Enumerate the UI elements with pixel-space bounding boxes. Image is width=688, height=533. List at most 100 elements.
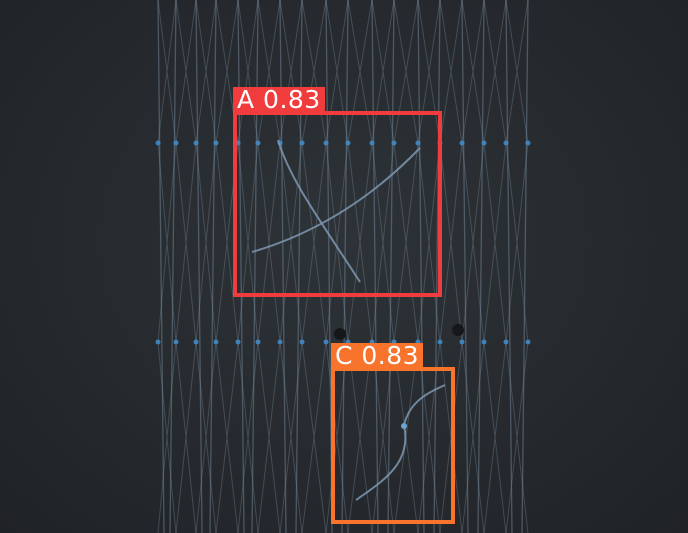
node-dot: [213, 140, 219, 146]
crossing-line: [237, 142, 259, 343]
filament-line: [169, 0, 177, 533]
filament-line: [387, 0, 395, 533]
node-dot: [415, 140, 421, 146]
defect-strands: [251, 139, 464, 501]
defect-strand-a2: [251, 147, 421, 253]
crossing-line: [325, 341, 349, 533]
filament-line: [417, 0, 425, 533]
crossing-line: [325, 142, 349, 343]
crossing-line: [237, 0, 259, 144]
node-dot: [173, 339, 179, 345]
crossing-line: [347, 341, 373, 533]
node-dot: [255, 339, 261, 345]
crossing-line: [195, 0, 217, 144]
node-dot: [213, 339, 219, 345]
node-dot: [299, 140, 305, 146]
node-dot: [299, 339, 305, 345]
dark-spot: [334, 328, 346, 340]
node-dot: [345, 140, 351, 146]
filament-line: [461, 0, 469, 533]
node-dot: [173, 140, 179, 146]
crossing-line: [301, 341, 327, 533]
node-dot: [155, 339, 161, 345]
detection-label-a: A 0.83: [233, 87, 325, 113]
node-dot: [323, 339, 329, 345]
filament-line: [521, 0, 529, 533]
defect-strand-a1: [277, 139, 361, 283]
crossing-line: [325, 0, 349, 144]
crossing-line: [393, 0, 419, 144]
node-dot: [193, 339, 199, 345]
node-dot: [503, 339, 509, 345]
crossing-line: [417, 142, 441, 343]
filament-line: [157, 0, 165, 533]
node-dot: [481, 140, 487, 146]
filament-line: [341, 0, 349, 533]
node-dot: [369, 140, 375, 146]
node-dot: [459, 339, 465, 345]
crossing-filaments: [157, 0, 529, 533]
crossing-line: [347, 142, 373, 343]
crossing-line: [301, 0, 327, 144]
crossing-line: [175, 341, 197, 533]
node-dot: [193, 140, 199, 146]
node-dot: [277, 339, 283, 345]
crossing-line: [417, 0, 441, 144]
filament-line: [209, 0, 217, 533]
crossing-line: [439, 142, 463, 343]
filament-line: [477, 0, 485, 533]
crossing-line: [483, 0, 507, 144]
crossing-line: [483, 142, 507, 343]
crossing-line: [505, 142, 529, 343]
crossing-line: [417, 341, 441, 533]
defect-node-c: [401, 423, 407, 429]
crossing-line: [301, 142, 327, 343]
crossing-line: [279, 0, 303, 144]
detection-label-c: C 0.83: [331, 343, 424, 369]
node-dot: [503, 140, 509, 146]
crossing-line: [505, 341, 529, 533]
filament-line: [505, 0, 513, 533]
node-dot: [235, 339, 241, 345]
crossing-line: [215, 341, 239, 533]
crossing-line: [483, 341, 507, 533]
defect-strand-c1: [355, 384, 446, 501]
node-dot: [391, 140, 397, 146]
crossing-line: [175, 0, 197, 144]
detection-box-c: [331, 367, 455, 524]
node-dot: [255, 140, 261, 146]
crossing-line: [175, 142, 197, 343]
crossing-line: [347, 0, 373, 144]
crossing-line: [461, 341, 485, 533]
crossing-line: [257, 0, 281, 144]
filament-line: [195, 0, 203, 533]
crossing-line: [157, 341, 177, 533]
node-dot: [437, 339, 443, 345]
crossing-line: [461, 142, 485, 343]
crossing-line: [195, 142, 217, 343]
crossing-line: [157, 142, 177, 343]
node-dot: [525, 140, 531, 146]
crossing-line: [371, 0, 395, 144]
dark-spot: [452, 324, 464, 336]
crossing-line: [371, 341, 395, 533]
crossing-line: [195, 341, 217, 533]
detection-box-a: [233, 111, 442, 297]
node-dot: [481, 339, 487, 345]
crossing-line: [439, 0, 463, 144]
crossing-line: [393, 142, 419, 343]
node-dot: [323, 140, 329, 146]
crossing-line: [257, 142, 281, 343]
node-dot: [525, 339, 531, 345]
crossing-line: [237, 341, 259, 533]
crossing-line: [461, 0, 485, 144]
crossing-line: [505, 0, 529, 144]
crossing-line: [279, 341, 303, 533]
node-dot: [459, 140, 465, 146]
filament-line: [371, 0, 379, 533]
crossing-line: [257, 341, 281, 533]
filament-line: [433, 0, 441, 533]
crossing-line: [157, 0, 177, 144]
node-dot: [155, 140, 161, 146]
